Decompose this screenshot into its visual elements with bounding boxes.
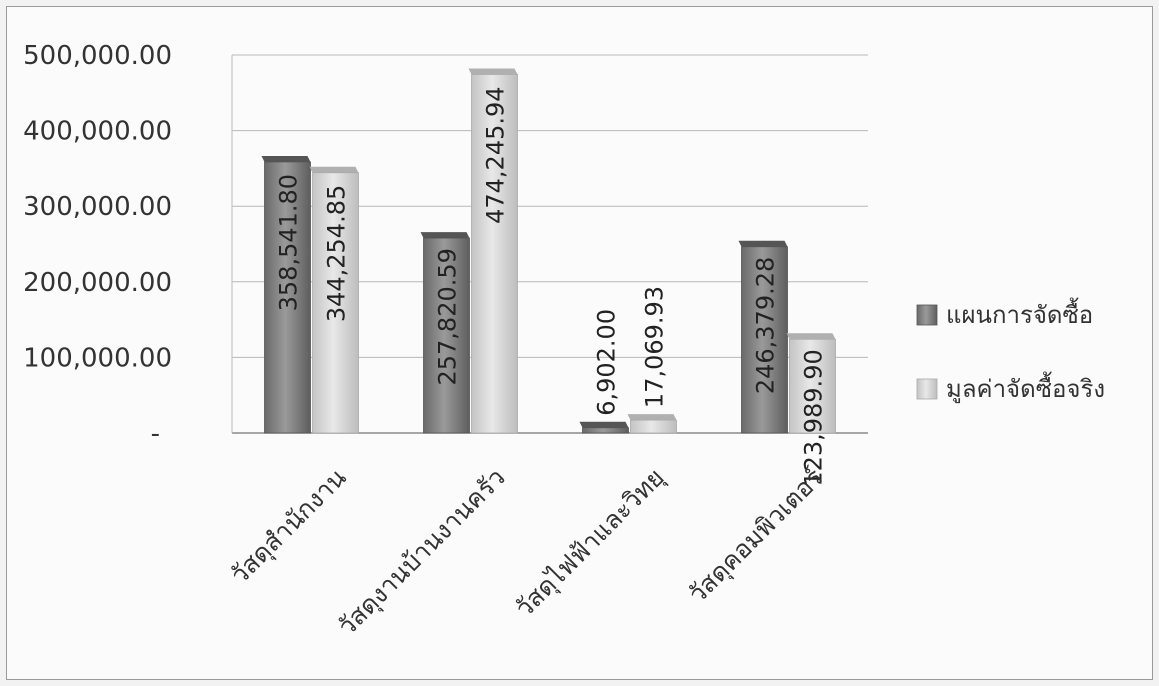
bar-top: [786, 333, 836, 340]
bar-top: [738, 240, 788, 247]
x-axis: วัสดุสำนักงานวัสดุงานบ้านงานครัววัสดุไฟฟ…: [225, 463, 830, 642]
data-label: 17,069.93: [641, 286, 669, 408]
category-label: วัสดุคอมพิวเตอร์: [683, 463, 830, 610]
bar-top: [309, 166, 359, 173]
bar: [471, 74, 518, 434]
bar-top: [468, 68, 518, 75]
data-label: 123,989.90: [800, 349, 828, 486]
y-axis: - 100,000.00 200,000.00 300,000.00 400,000.0…: [23, 41, 172, 449]
y-tick-label: -: [151, 419, 160, 449]
bar: [741, 246, 788, 434]
legend: แผนการจัดซื้อมูลค่าจัดซื้อจริง: [916, 297, 1105, 404]
bar-top: [420, 232, 470, 239]
legend-swatch: [916, 304, 938, 326]
data-label: 246,379.28: [752, 257, 780, 394]
data-label: 257,820.59: [434, 248, 462, 385]
bar-top: [261, 155, 311, 162]
data-label: 344,254.85: [323, 185, 351, 322]
category-label: วัสดุสำนักงาน: [225, 463, 353, 591]
y-tick-label: 300,000.00: [23, 192, 172, 222]
y-tick-label: 200,000.00: [23, 268, 172, 298]
bar: [312, 172, 359, 434]
y-tick-label: 500,000.00: [23, 41, 172, 71]
category-label: วัสดุไฟฟ้าและวิทยุ: [510, 463, 671, 624]
bar: [582, 427, 629, 434]
bar-top: [627, 414, 677, 421]
data-label: 358,541.80: [275, 174, 303, 311]
category-label: วัสดุงานบ้านงานครัว: [332, 463, 511, 642]
bar: [630, 419, 677, 434]
legend-swatch: [916, 378, 938, 400]
bar: [264, 161, 311, 434]
data-label: 6,902.00: [593, 309, 621, 416]
bar: [789, 338, 836, 434]
bar: [423, 237, 470, 434]
data-label: 474,245.94: [482, 86, 510, 223]
bars: 358,541.80 344,254.85 257,820.59 474,245.94…: [261, 68, 836, 487]
legend-label: มูลค่าจัดซื้อจริง: [946, 371, 1105, 404]
y-tick-label: 400,000.00: [23, 117, 172, 147]
bar-top: [579, 421, 629, 428]
y-tick-label: 100,000.00: [23, 343, 172, 373]
chart-frame: [6, 6, 1153, 680]
legend-label: แผนการจัดซื้อ: [946, 297, 1093, 329]
